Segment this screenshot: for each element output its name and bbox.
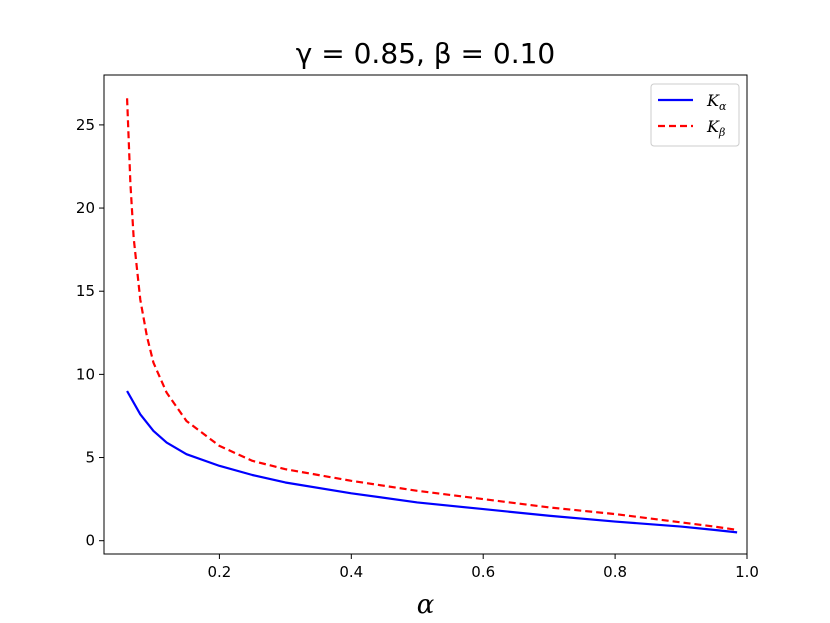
y-tick-label: 25 <box>76 116 95 134</box>
chart-title: γ = 0.85, β = 0.10 <box>296 37 555 70</box>
y-tick-label: 20 <box>76 199 95 217</box>
legend-box <box>650 83 740 147</box>
y-tick-label: 5 <box>85 449 95 467</box>
y-tick-label: 10 <box>76 365 95 383</box>
series-line-2 <box>125 98 738 531</box>
y-axis: 0 5 10 15 20 25 <box>76 116 104 550</box>
x-axis: 0.2 0.4 0.6 0.8 1.0 <box>207 554 759 581</box>
x-tick-label: 0.8 <box>603 563 627 581</box>
x-tick-label: 0.2 <box>207 563 231 581</box>
plot-frame <box>103 74 748 555</box>
y-tick-label: 0 <box>85 532 95 550</box>
x-tick-label: 0.6 <box>471 563 495 581</box>
series-line-1 <box>126 390 738 534</box>
x-tick-label: 0.4 <box>339 563 363 581</box>
y-tick-label: 15 <box>76 282 95 300</box>
x-tick-label: 1.0 <box>735 563 759 581</box>
x-axis-label: α <box>417 590 435 620</box>
